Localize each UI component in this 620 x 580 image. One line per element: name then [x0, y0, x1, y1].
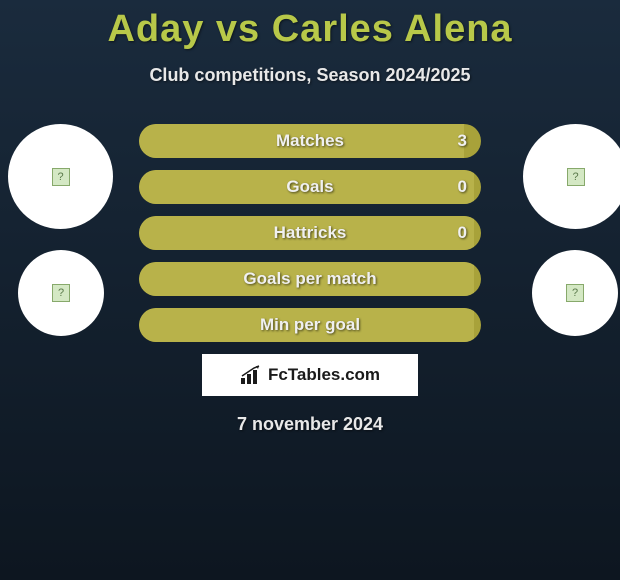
page-subtitle: Club competitions, Season 2024/2025: [0, 65, 620, 86]
logo-text: FcTables.com: [268, 365, 380, 385]
avatar-player1-top: ?: [8, 124, 113, 229]
stat-value: 0: [458, 223, 467, 243]
stat-label: Goals per match: [243, 269, 376, 289]
avatar-player2-bottom: ?: [532, 250, 618, 336]
avatar-player2-top: ?: [523, 124, 620, 229]
stat-row-goals: Goals 0: [139, 170, 481, 204]
comparison-content: ? ? ? ? Matches 3 Goals 0 Hattricks 0 Go…: [0, 124, 620, 435]
stat-row-goals-per-match: Goals per match: [139, 262, 481, 296]
broken-image-icon: ?: [566, 284, 584, 302]
broken-image-icon: ?: [52, 284, 70, 302]
chart-icon: [240, 365, 262, 385]
stat-label: Goals: [286, 177, 333, 197]
stat-label: Min per goal: [260, 315, 360, 335]
stat-row-hattricks: Hattricks 0: [139, 216, 481, 250]
broken-image-icon: ?: [52, 168, 70, 186]
date-label: 7 november 2024: [0, 414, 620, 435]
stat-row-min-per-goal: Min per goal: [139, 308, 481, 342]
stat-value: 0: [458, 177, 467, 197]
stat-row-matches: Matches 3: [139, 124, 481, 158]
stats-container: Matches 3 Goals 0 Hattricks 0 Goals per …: [139, 124, 481, 342]
page-title: Aday vs Carles Alena: [0, 0, 620, 51]
stat-label: Matches: [276, 131, 344, 151]
avatar-player1-bottom: ?: [18, 250, 104, 336]
broken-image-icon: ?: [567, 168, 585, 186]
stat-label: Hattricks: [274, 223, 347, 243]
stat-value: 3: [458, 131, 467, 151]
fctables-logo[interactable]: FcTables.com: [202, 354, 418, 396]
